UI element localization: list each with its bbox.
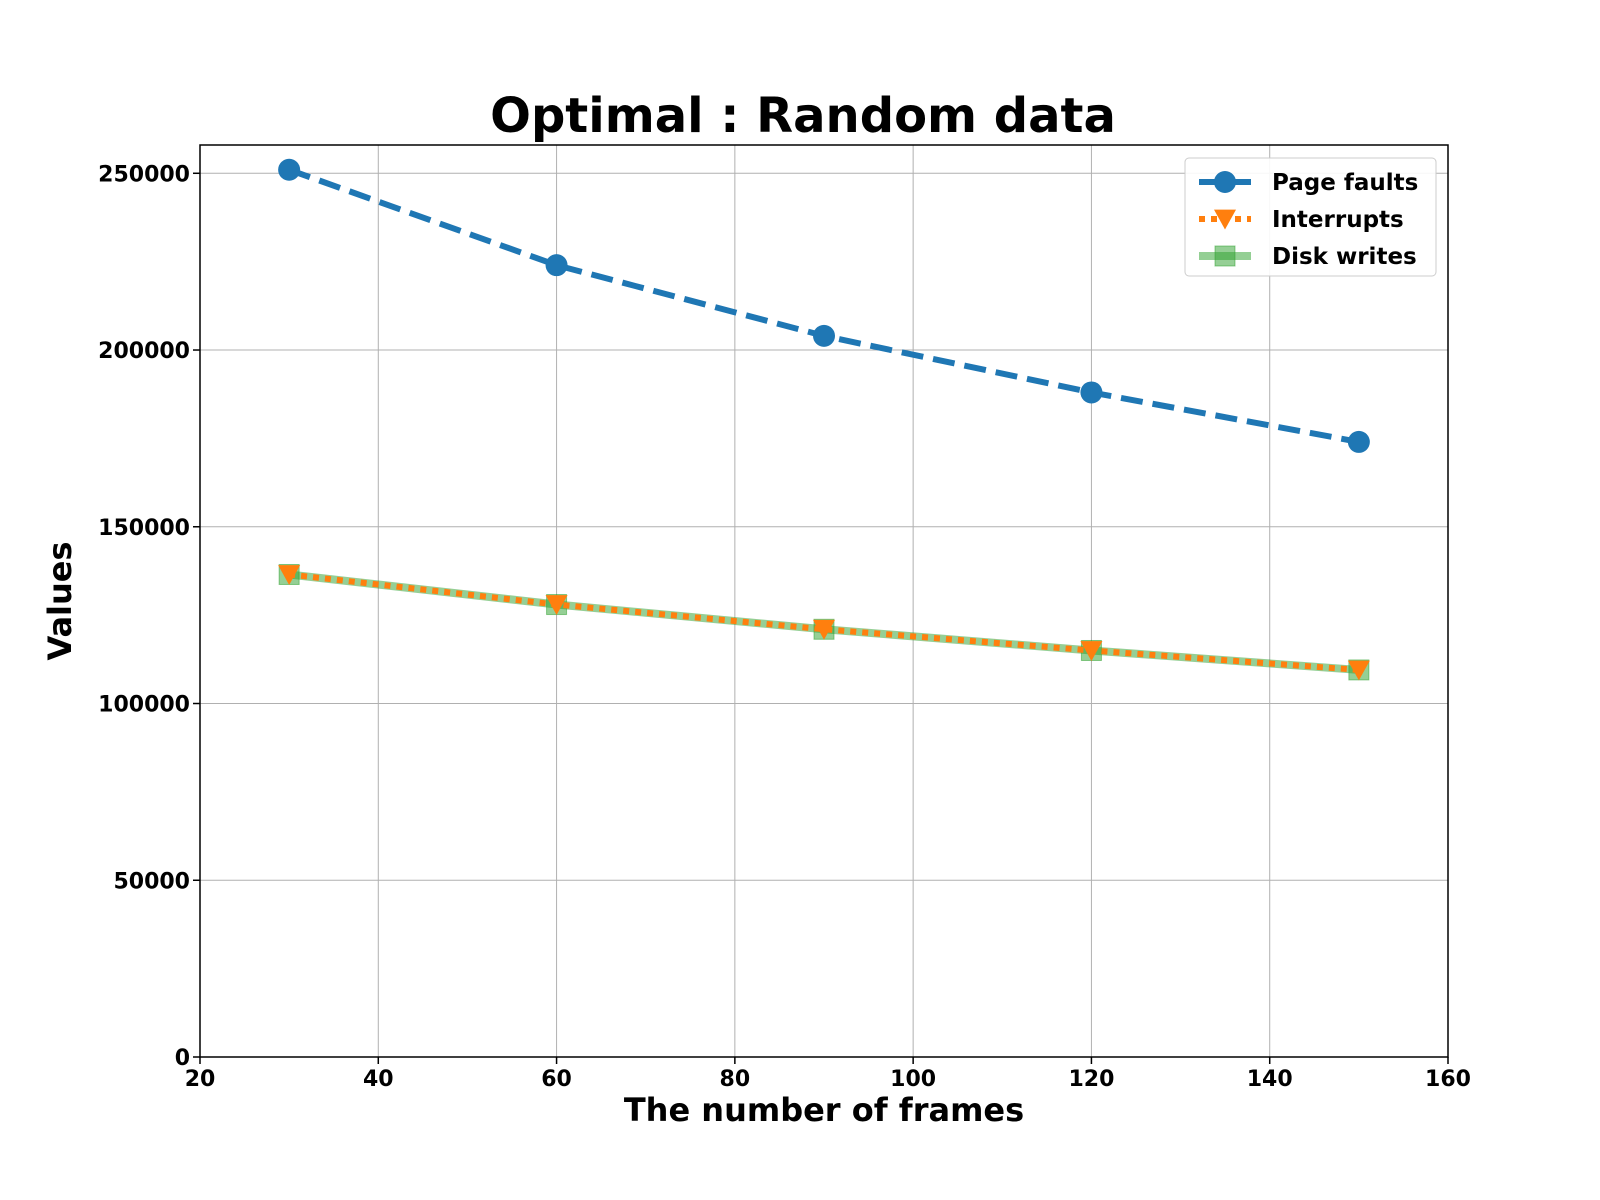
chart-title: Optimal : Random data (490, 88, 1116, 144)
plot-area-frame (200, 145, 1448, 1057)
series-1 (278, 565, 1370, 680)
legend-label: Page faults (1272, 170, 1418, 196)
legend-marker (1215, 246, 1235, 266)
x-axis-title: The number of frames (624, 1091, 1024, 1129)
legend: Page faults Interrupts Disk writes (1185, 158, 1436, 276)
legend-label: Disk writes (1272, 244, 1417, 270)
legend-label: Interrupts (1272, 207, 1404, 233)
y-tick-label: 200000 (98, 339, 190, 364)
data-point (1348, 431, 1370, 453)
y-tick-label: 0 (175, 1046, 190, 1071)
y-axis: 0 50000 100000 150000 200000 250000 (98, 162, 200, 1071)
y-tick-label: 100000 (98, 693, 190, 718)
x-tick-label: 60 (541, 1067, 572, 1092)
y-tick-label: 250000 (98, 162, 190, 187)
x-tick-label: 100 (890, 1067, 936, 1092)
y-tick-label: 150000 (98, 516, 190, 541)
legend-entry: Disk writes (1199, 244, 1417, 270)
x-tick-label: 140 (1247, 1067, 1293, 1092)
data-point (278, 159, 300, 181)
legend-marker (1214, 171, 1236, 193)
y-tick-label: 50000 (113, 869, 190, 894)
grid (200, 145, 1448, 1057)
x-tick-label: 40 (363, 1067, 394, 1092)
data-point (813, 325, 835, 347)
x-tick-label: 120 (1068, 1067, 1114, 1092)
data-point (1080, 381, 1102, 403)
data-point (546, 254, 568, 276)
x-axis: 20 40 60 80 100 120 140 160 (185, 1057, 1471, 1092)
x-tick-label: 80 (720, 1067, 751, 1092)
y-axis-title: Values (41, 541, 79, 660)
x-tick-label: 160 (1425, 1067, 1471, 1092)
